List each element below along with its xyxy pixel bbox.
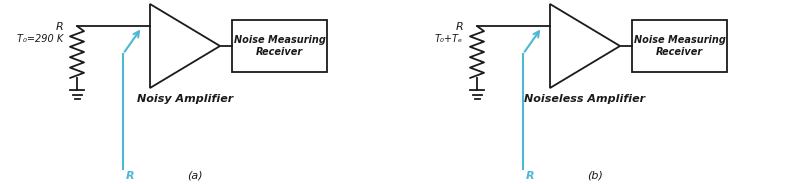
Bar xyxy=(632,20,727,72)
Text: R: R xyxy=(455,22,463,32)
Text: (a): (a) xyxy=(187,170,203,180)
Text: Noise Measuring
Receiver: Noise Measuring Receiver xyxy=(634,35,726,57)
Bar xyxy=(232,20,327,72)
Text: R: R xyxy=(126,171,134,181)
Text: (b): (b) xyxy=(587,170,603,180)
Text: R: R xyxy=(526,171,534,181)
Text: Noiseless Amplifier: Noiseless Amplifier xyxy=(525,94,646,104)
Text: T₀+Tₑ: T₀+Tₑ xyxy=(435,34,463,44)
Text: T₀=290 K: T₀=290 K xyxy=(17,34,63,44)
Text: Noisy Amplifier: Noisy Amplifier xyxy=(137,94,233,104)
Text: Noise Measuring
Receiver: Noise Measuring Receiver xyxy=(234,35,326,57)
Text: R: R xyxy=(55,22,63,32)
